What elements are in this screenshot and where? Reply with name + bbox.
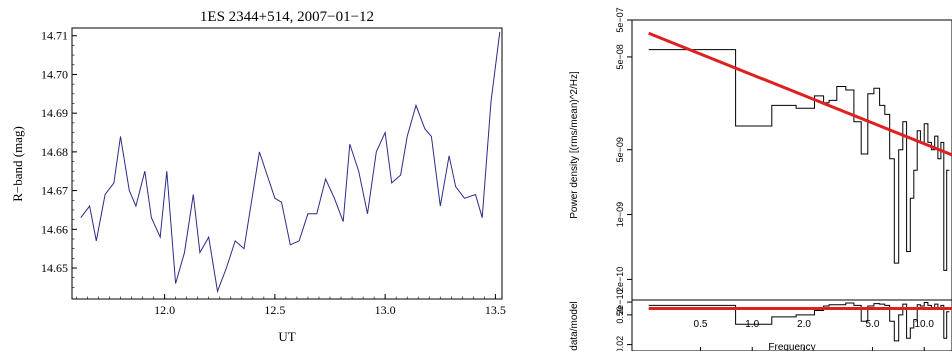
left-chart-title: 1ES 2344+514, 2007−01−12 bbox=[200, 9, 374, 25]
right-top-y-tick-label: 5e−07 bbox=[615, 7, 625, 32]
right-top-data-steps bbox=[648, 49, 950, 271]
right-chart: 2e−10 1e−09 5e−09 5e−08 5e−07 0.02 0.50 2e−10 … bbox=[569, 7, 952, 351]
right-top-model-line bbox=[648, 31, 952, 157]
left-x-ticks: 12.0 12.5 13.0 13.5 bbox=[76, 294, 506, 317]
left-y-axis-label: R−band (mag) bbox=[10, 126, 25, 202]
left-plot-frame bbox=[71, 27, 503, 300]
right-top-y-tick-label: 5e−08 bbox=[615, 44, 625, 69]
left-y-tick-label: 14.67 bbox=[41, 184, 68, 198]
right-bottom-plot-frame bbox=[631, 299, 952, 351]
right-x-ticks: 0.5 1.0 2.0 5.0 10.0 bbox=[693, 319, 934, 351]
right-x-tick-label: 10.0 bbox=[915, 319, 935, 330]
left-x-tick-label: 12.5 bbox=[264, 303, 285, 317]
left-y-tick-label: 14.69 bbox=[41, 106, 68, 120]
right-x-tick-label: 2.0 bbox=[797, 319, 811, 330]
left-y-tick-label: 14.65 bbox=[41, 261, 68, 275]
right-x-axis-label: Frequency bbox=[768, 342, 815, 351]
right-x-tick-label: 0.5 bbox=[693, 319, 707, 330]
right-top-plot-frame bbox=[631, 19, 952, 301]
right-top-y-tick-label: 1e−09 bbox=[615, 202, 625, 227]
left-x-axis-label: UT bbox=[278, 329, 295, 344]
left-series-line bbox=[80, 31, 501, 294]
right-top-y-axis-label: Power density [(rms/mean)^2/Hz] bbox=[569, 71, 580, 219]
right-x-tick-label: 5.0 bbox=[866, 319, 880, 330]
right-bottom-y-tick-label: 0.02 bbox=[615, 336, 625, 351]
right-top-y-tick-label: 5e−09 bbox=[615, 137, 625, 162]
right-x-tick-label: 1.0 bbox=[745, 319, 759, 330]
left-chart: 1ES 2344+514, 2007−01−12 14.65 14.66 14.67… bbox=[10, 9, 506, 344]
left-x-tick-label: 13.0 bbox=[375, 303, 396, 317]
left-y-tick-label: 14.68 bbox=[41, 145, 68, 159]
right-bottom-y-tick-label: 0.50 bbox=[615, 306, 625, 324]
right-bottom-y-axis-label: data/model bbox=[569, 301, 580, 350]
right-top-y-ticks: 2e−10 1e−09 5e−09 5e−08 5e−07 bbox=[615, 7, 632, 292]
left-y-tick-label: 14.71 bbox=[41, 29, 68, 43]
left-x-tick-label: 12.0 bbox=[154, 303, 175, 317]
right-top-y-tick-label: 2e−10 bbox=[615, 267, 625, 292]
power-density-step bbox=[648, 49, 950, 271]
left-y-tick-label: 14.70 bbox=[41, 67, 68, 81]
left-y-ticks: 14.65 14.66 14.67 14.68 14.69 14.70 14.71 bbox=[41, 29, 77, 288]
right-bottom-y-tick-label: 2e−10 bbox=[615, 289, 625, 314]
left-x-tick-label: 13.5 bbox=[485, 303, 506, 317]
left-y-tick-label: 14.66 bbox=[41, 222, 68, 236]
